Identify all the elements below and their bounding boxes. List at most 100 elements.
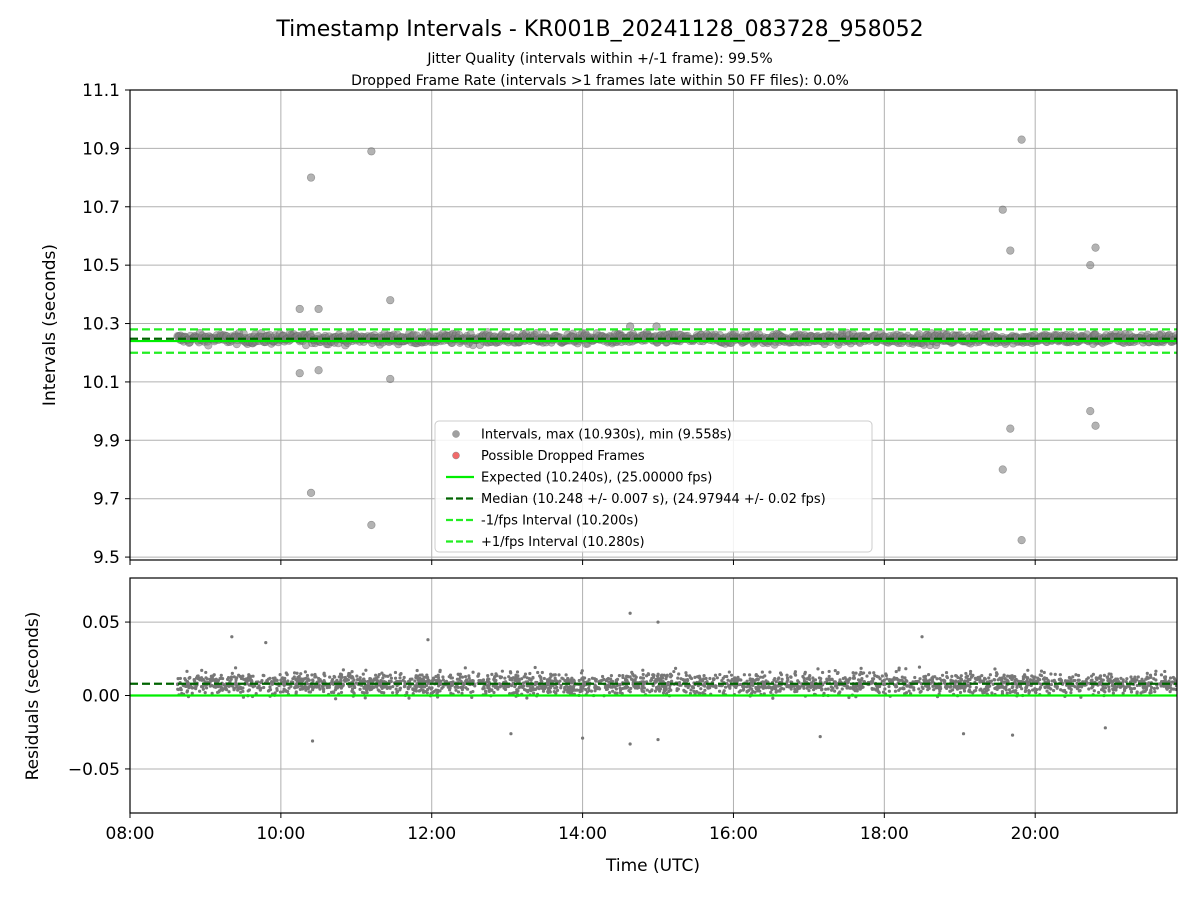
residual-point	[402, 675, 406, 680]
y-tick-label: 11.1	[82, 81, 120, 101]
residual-point	[362, 677, 366, 681]
residual-point	[558, 679, 562, 683]
residual-point	[482, 685, 486, 689]
y-tick-label: 9.7	[93, 490, 120, 510]
residual-point	[750, 679, 754, 684]
residual-point	[560, 676, 564, 680]
residual-point	[1016, 679, 1020, 683]
residual-point	[763, 674, 767, 678]
residual-point	[460, 688, 465, 692]
residual-point	[651, 675, 656, 679]
residual-point	[1039, 669, 1044, 673]
residual-point	[873, 673, 877, 678]
residual-point	[944, 670, 949, 675]
y-tick-label: −0.05	[68, 760, 120, 780]
residual-point	[587, 678, 591, 682]
residual-outlier-point	[509, 732, 513, 736]
residual-point	[770, 688, 774, 692]
residual-point	[1122, 688, 1127, 693]
residual-point	[1067, 675, 1072, 680]
residual-point	[244, 677, 249, 681]
residual-point	[427, 686, 431, 690]
residual-point	[184, 678, 188, 682]
residual-point	[587, 686, 591, 690]
residual-point	[1133, 675, 1137, 679]
residual-point	[497, 682, 502, 686]
residual-point	[568, 691, 572, 696]
residual-point	[922, 675, 926, 679]
residual-point	[1168, 676, 1173, 680]
x-tick-label: 16:00	[709, 824, 758, 844]
residual-point	[259, 686, 263, 690]
residual-point	[1077, 689, 1081, 693]
residual-point	[297, 677, 301, 681]
residual-point	[422, 679, 426, 684]
residual-point	[665, 673, 669, 677]
residual-point	[570, 689, 575, 693]
residual-point	[278, 673, 282, 677]
interval-outlier-point	[1017, 536, 1026, 545]
residual-point	[577, 678, 581, 683]
residual-point	[826, 687, 830, 691]
residual-point	[542, 676, 546, 681]
residual-point	[1015, 685, 1019, 689]
residual-point	[918, 677, 922, 681]
residual-point	[617, 673, 622, 678]
residual-outlier-point	[1103, 726, 1107, 730]
residual-point	[1007, 688, 1012, 692]
residual-point	[1069, 690, 1073, 695]
residual-point	[956, 686, 961, 690]
interval-outlier-point	[998, 205, 1007, 214]
residual-point	[1018, 684, 1022, 688]
x-tick-label: 08:00	[106, 824, 155, 844]
residual-point	[639, 676, 643, 680]
residual-point	[885, 677, 889, 681]
residual-outlier-point	[920, 635, 924, 639]
residual-point	[1042, 676, 1047, 680]
residual-point	[1165, 687, 1169, 691]
residual-point	[776, 677, 780, 681]
x-tick-label: 18:00	[860, 824, 909, 844]
interval-outlier-point	[1017, 135, 1026, 144]
residual-point	[904, 667, 908, 671]
residual-point	[988, 673, 992, 677]
residual-point	[436, 675, 441, 680]
residual-point	[756, 684, 760, 689]
residual-point	[982, 676, 987, 680]
residual-point	[897, 666, 901, 670]
residual-point	[361, 672, 365, 676]
residual-point	[403, 680, 407, 684]
residual-point	[1110, 675, 1114, 679]
residual-point	[723, 674, 727, 679]
residual-point	[769, 690, 773, 694]
residual-point	[785, 676, 790, 680]
residual-point	[493, 675, 497, 679]
residual-point	[313, 675, 317, 679]
residual-point	[411, 687, 415, 691]
residual-point	[1014, 688, 1018, 693]
legend-box	[434, 420, 873, 553]
residual-point	[697, 675, 701, 680]
residual-point	[1131, 679, 1135, 683]
residual-point	[253, 684, 257, 688]
residual-point	[212, 685, 216, 689]
residual-point	[686, 685, 690, 690]
legend-label: Possible Dropped Frames	[481, 449, 645, 464]
interval-outlier-point	[306, 173, 316, 182]
residual-point	[413, 679, 417, 683]
chart-subtitle-jitter: Jitter Quality (intervals within +/-1 fr…	[426, 51, 772, 67]
residual-point	[660, 673, 664, 677]
residual-point	[422, 675, 426, 679]
residual-point	[407, 696, 411, 700]
residual-point	[190, 691, 194, 695]
residual-point	[1171, 675, 1175, 680]
y-tick-label: 9.5	[93, 548, 120, 568]
residual-point	[728, 679, 733, 683]
residual-point	[515, 691, 519, 695]
y-tick-label: 0.05	[82, 613, 120, 633]
residual-point	[605, 677, 609, 681]
residual-point	[762, 684, 766, 689]
residual-point	[1149, 688, 1153, 692]
residual-point	[657, 684, 661, 688]
